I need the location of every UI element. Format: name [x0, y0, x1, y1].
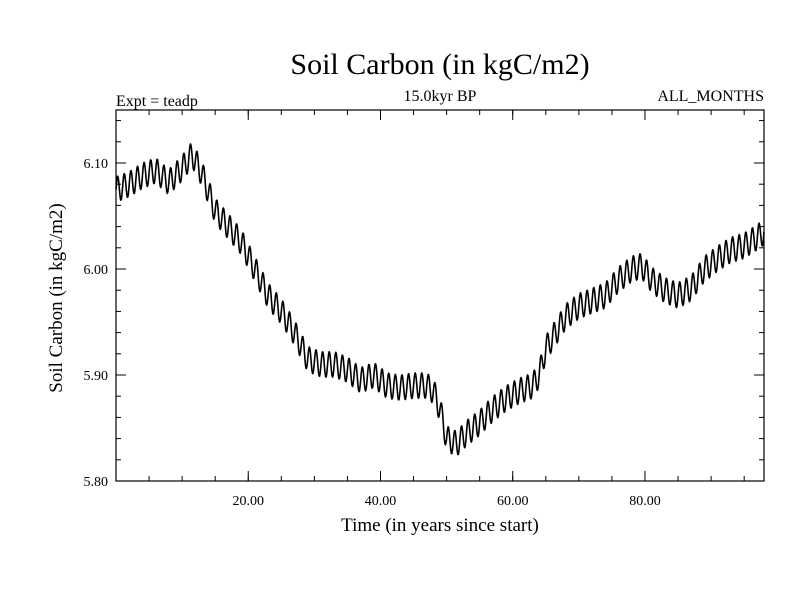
y-axis-label: Soil Carbon (in kgC/m2)	[46, 203, 67, 392]
x-tick-label: 60.00	[497, 494, 529, 509]
x-tick-label: 20.00	[232, 494, 264, 509]
x-tick-label: 40.00	[365, 494, 397, 509]
chart-title: Soil Carbon (in kgC/m2)	[290, 48, 589, 81]
x-tick-label: 80.00	[629, 494, 661, 509]
x-axis-label: Time (in years since start)	[341, 515, 539, 536]
axis-tick-labels: 20.00 40.00 60.00 80.00 5.80 5.90 6.00 6.10	[84, 157, 661, 509]
y-tick-label: 6.00	[84, 263, 109, 278]
plot-area-frame	[115, 109, 765, 482]
y-tick-label: 5.90	[84, 369, 109, 384]
y-tick-label: 5.80	[84, 475, 109, 490]
series-line	[115, 143, 765, 456]
chart-subtitle: 15.0kyr BP	[404, 88, 477, 105]
months-annotation: ALL_MONTHS	[657, 88, 764, 105]
y-tick-label: 6.10	[84, 157, 109, 172]
experiment-annotation: Expt = teadp	[116, 93, 198, 110]
